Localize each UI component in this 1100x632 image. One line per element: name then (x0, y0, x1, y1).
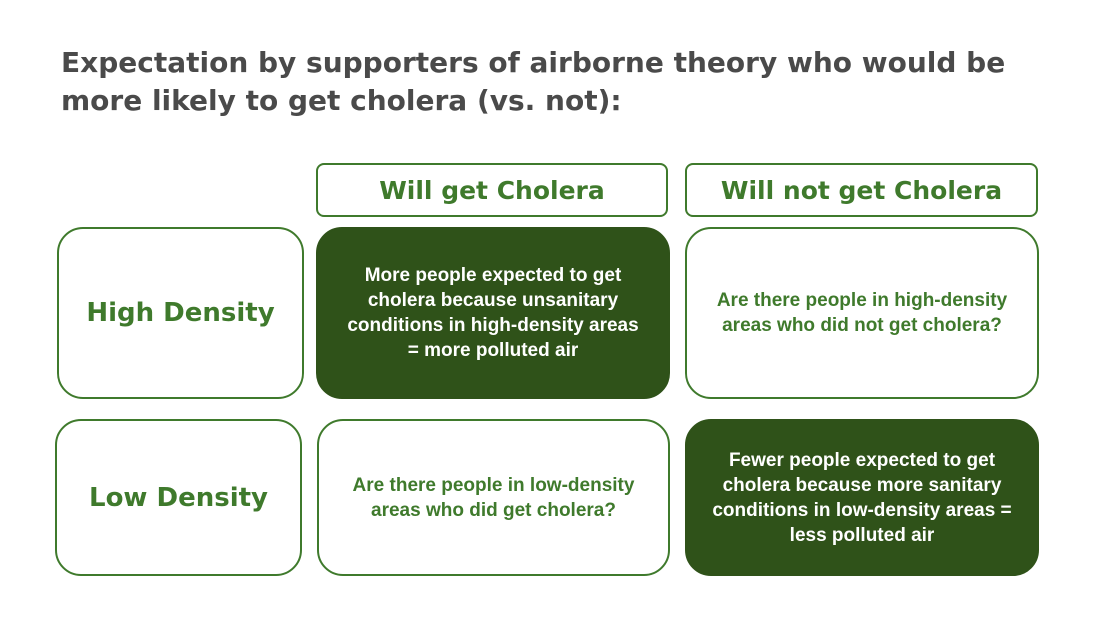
cell-text: Are there people in low-density areas wh… (352, 474, 635, 521)
column-header-label: Will not get Cholera (720, 175, 1003, 205)
column-header-will-not-get: Will not get Cholera (685, 163, 1038, 217)
cell-low-will-get: Are there people in low-density areas wh… (317, 419, 670, 576)
cell-low-will-not-get: Fewer people expected to get cholera bec… (685, 419, 1039, 576)
page-title: Expectation by supporters of airborne th… (61, 46, 1006, 117)
column-header-label: Will get Cholera (379, 175, 605, 205)
cell-high-will-not-get: Are there people in high-density areas w… (685, 227, 1039, 399)
column-header-will-get: Will get Cholera (316, 163, 668, 217)
cell-high-will-get: More people expected to get cholera beca… (316, 227, 670, 399)
cell-text: More people expected to get cholera beca… (347, 265, 639, 361)
row-header-label: High Density (86, 298, 275, 328)
row-header-high-density: High Density (57, 227, 304, 399)
row-header-label: Low Density (89, 482, 268, 513)
cell-text: Are there people in high-density areas w… (716, 290, 1008, 336)
row-header-low-density: Low Density (55, 419, 302, 576)
cell-text: Fewer people expected to get cholera bec… (712, 449, 1012, 546)
